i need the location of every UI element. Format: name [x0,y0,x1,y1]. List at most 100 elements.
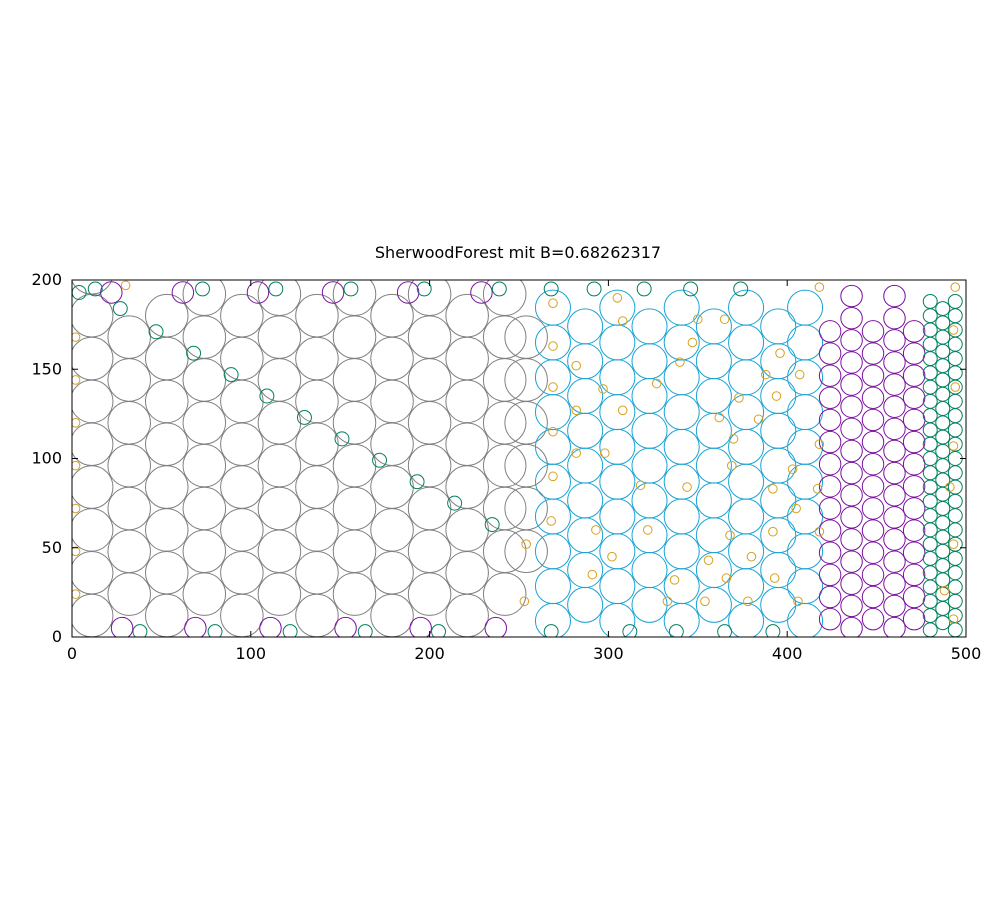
data-point-green [935,600,951,616]
data-point-purple [902,607,926,631]
data-point-cyan [787,463,824,500]
data-point-orange [743,596,753,607]
data-point-purple [840,351,863,374]
data-point-cyan [663,324,700,361]
data-point-purple [396,281,420,304]
data-point-gray [182,529,227,574]
data-point-gray [295,593,339,637]
data-point-purple [818,541,842,564]
data-point-cyan [760,412,797,449]
data-point-green [717,624,733,637]
y-tick-label: 50 [42,538,62,557]
data-point-purple [840,373,863,396]
data-point-green [947,522,963,538]
data-point-purple [840,572,863,596]
data-point-green [947,465,963,481]
data-point-orange [687,337,698,348]
chart-axes: 0 100 200 300 400 500 0 50 100 150 200 [31,270,981,663]
data-point-cyan [631,447,668,484]
data-point-green [922,565,938,581]
data-point-gray [72,422,114,466]
data-point-gray [295,379,339,424]
data-point-green [947,308,963,324]
data-point-purple [883,572,906,596]
data-point-gray [332,315,377,359]
data-point-gray [182,358,227,402]
data-point-gray [220,379,264,424]
data-point-gray [144,508,189,552]
data-point-gray [220,293,264,338]
data-point-gray [107,486,151,531]
data-point-orange [948,441,959,451]
data-point-purple [246,281,270,304]
data-point-purple [861,452,885,476]
data-point-cyan [787,394,824,431]
data-point-orange [775,348,785,358]
data-point-purple [883,284,906,308]
data-point-cyan [599,428,636,465]
data-point-gray [182,486,227,531]
data-point-purple [840,461,863,485]
data-point-purple [861,497,885,520]
data-point-orange [950,382,961,392]
data-point-gray [407,529,452,574]
data-point-green [586,281,602,297]
data-point-gray [332,529,377,574]
data-point-orange [675,357,685,367]
data-point-green [935,443,951,459]
data-point-orange [814,526,825,537]
data-point-gray [445,422,489,466]
data-point-orange [651,378,662,389]
data-point-gray [370,593,414,637]
data-point-purple [902,364,926,387]
data-point-gray [144,593,189,637]
data-point-orange [725,530,735,541]
data-point-green [935,386,951,402]
data-point-purple [818,607,842,631]
data-point-cyan [760,552,797,589]
data-point-purple [902,452,926,476]
data-point-green [922,608,938,624]
data-point-cyan [599,359,636,396]
data-point-orange [746,551,757,562]
data-point-cyan [534,498,571,535]
data-point-cyan [787,568,824,605]
data-point-gray [220,550,264,595]
data-point-purple [883,506,906,529]
data-point-purple [861,320,885,343]
data-point-purple [883,395,906,418]
data-point-orange [721,573,732,583]
data-point-green [922,593,938,609]
data-point-gray [482,280,527,317]
data-point-purple [840,417,863,441]
data-point-purple [818,342,842,365]
data-point-purple [818,475,842,498]
data-point-gray [370,336,414,381]
data-point-gray [257,443,302,488]
data-point-purple [861,342,885,365]
data-point-green [935,358,951,374]
data-point-green [223,367,239,383]
data-point-cyan [695,343,732,380]
data-point-purple [259,616,282,637]
data-point-orange [812,484,823,494]
data-point-purple [840,594,863,618]
data-point-purple [840,616,863,637]
data-point-green [922,393,938,409]
data-point-purple [840,329,863,352]
data-point-green [947,493,963,509]
data-point-purple [861,585,885,609]
data-point-cyan [663,359,700,396]
data-point-purple [861,563,885,587]
data-point-cyan [567,586,604,623]
data-point-purple [334,616,357,637]
data-point-orange [598,384,608,394]
data-point-cyan [599,602,636,637]
data-point-cyan [760,586,797,623]
data-point-purple [100,281,123,304]
data-point-purple [883,594,906,618]
data-point-gray [332,572,377,616]
data-point-orange [548,426,558,437]
data-point-gray [72,379,114,424]
